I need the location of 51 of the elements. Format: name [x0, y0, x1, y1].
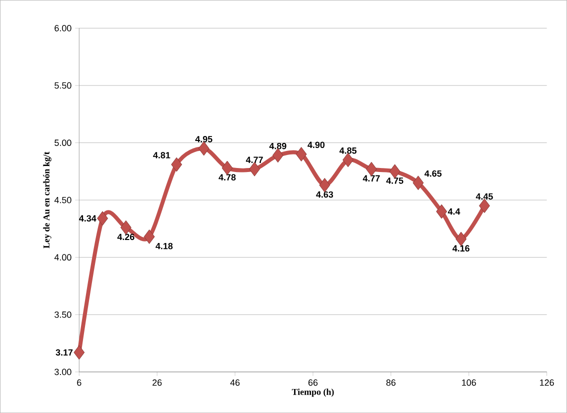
data-label: 4.90 — [308, 142, 325, 148]
point — [456, 232, 467, 246]
data-label: 4.75 — [386, 178, 404, 184]
point — [97, 211, 108, 226]
point — [319, 178, 330, 192]
data-label: 3.17 — [56, 349, 73, 356]
data-label: 4.77 — [246, 156, 263, 163]
point — [74, 345, 85, 360]
point — [296, 146, 307, 162]
data-label: 4.34 — [79, 215, 96, 222]
data-label: 4.45 — [476, 193, 493, 200]
y-axis-title: Ley de Au en carbón kg/t — [43, 152, 52, 248]
x-axis-title: Tiempo (h) — [292, 388, 334, 397]
data-label: 4.16 — [452, 245, 470, 252]
x-tick-label: 26 — [152, 379, 162, 386]
data-label: 4.63 — [316, 191, 334, 198]
data-label: 4.78 — [218, 174, 236, 180]
data-label: 4.65 — [424, 170, 442, 177]
x-tick-label: 86 — [386, 379, 396, 386]
point — [389, 164, 400, 179]
point — [272, 148, 284, 163]
x-tick-label: 106 — [462, 379, 476, 386]
point — [342, 152, 354, 168]
data-label: 4.89 — [269, 142, 286, 150]
x-tick-label: 126 — [540, 379, 554, 386]
y-tick-label: 4.00 — [54, 254, 72, 260]
data-label: 4.95 — [195, 136, 212, 142]
point — [366, 162, 377, 176]
y-tick-label: 3.50 — [54, 311, 72, 318]
point — [198, 141, 210, 156]
point — [412, 176, 424, 190]
x-tick-label: 46 — [230, 379, 240, 386]
point — [171, 157, 182, 172]
data-label: 4.26 — [117, 234, 134, 240]
data-label: 4.4 — [448, 208, 460, 215]
point — [249, 162, 260, 176]
data-label: 4.85 — [339, 147, 357, 154]
y-tick-label: 4.50 — [54, 196, 72, 204]
point — [144, 229, 155, 244]
point — [436, 204, 448, 219]
x-tick-label: 66 — [308, 379, 318, 386]
y-tick-label: 5.50 — [54, 82, 72, 89]
x-tick-label: 6 — [77, 379, 82, 386]
data-label: 4.81 — [153, 152, 170, 158]
data-label: 4.18 — [156, 242, 173, 250]
point — [222, 160, 233, 176]
y-tick-label: 3.00 — [54, 368, 72, 376]
data-label: 4.77 — [362, 175, 380, 182]
y-tick-label: 6.00 — [54, 24, 72, 32]
y-tick-label: 5.00 — [54, 140, 72, 146]
point — [120, 220, 132, 235]
